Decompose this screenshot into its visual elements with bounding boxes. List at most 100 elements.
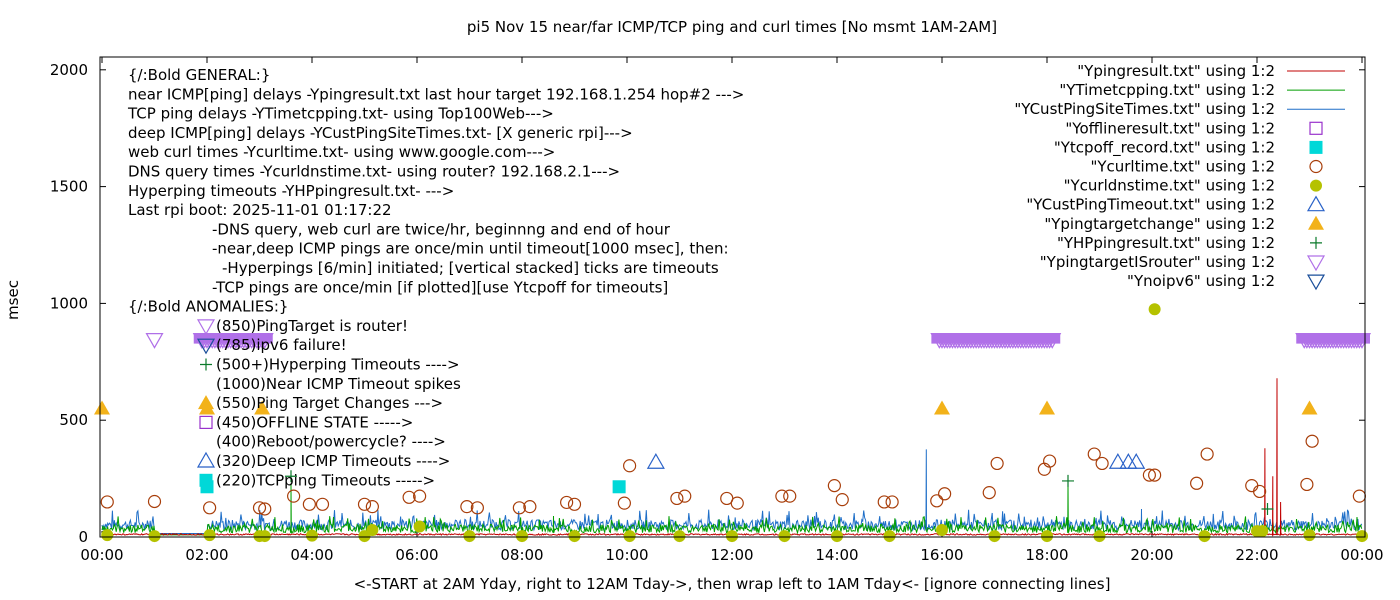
- y-tick-label: 1000: [50, 294, 88, 312]
- point-ycustpingtimeouttxt: [1108, 453, 1127, 469]
- point-ypingtargetchange: [1039, 400, 1055, 415]
- legend-label: "Ycurldnstime.txt" using 1:2: [1064, 177, 1275, 195]
- x-tick-label: 00:00: [80, 546, 123, 564]
- point-ypingtargetisrouter-band-fill: [193, 333, 273, 344]
- point-ycurldnstimetxt: [673, 530, 686, 543]
- point-ycurltimetxt: [315, 497, 330, 511]
- annotation-line: (500+)Hyperping Timeouts ---->: [216, 356, 460, 374]
- annotation-line: -near,deep ICMP pings are once/min until…: [212, 240, 729, 258]
- markers-layer: [94, 303, 1372, 543]
- point-ycurltimetxt: [252, 501, 267, 515]
- x-tick-label: 06:00: [395, 546, 438, 564]
- y-tick-label: 0: [78, 528, 88, 546]
- point-ycurltimetxt: [835, 493, 849, 507]
- annotation-line: DNS query times -Ycurldnstime.txt- using…: [128, 163, 620, 181]
- point-ycustpingtimeouttxt: [1119, 453, 1138, 469]
- x-tick-label: 14:00: [815, 546, 858, 564]
- point-ycurltimetxt: [1087, 447, 1101, 461]
- legend-label: "Yofflineresult.txt" using 1:2: [1065, 119, 1275, 137]
- y-axis-label: msec: [4, 280, 22, 320]
- point-ycurldnstimetxt: [1041, 530, 1053, 543]
- annotation-line: (400)Reboot/powercycle? ---->: [216, 433, 446, 451]
- legend-swatch: [1306, 255, 1326, 272]
- x-axis-label: <-START at 2AM Yday, right to 12AM Tday-…: [354, 575, 1111, 593]
- x-tick-label: 02:00: [185, 546, 228, 564]
- point-ycurldnstimetxt: [936, 523, 948, 536]
- point-ycurltimetxt: [1095, 456, 1109, 471]
- point-ycurltimetxt: [1352, 489, 1366, 503]
- point-ypingtargetchange: [1301, 400, 1318, 415]
- x-tick-label: 04:00: [290, 546, 333, 564]
- annotation-marker: [200, 358, 212, 371]
- point-ycurltimetxt: [258, 502, 272, 516]
- annotation-line: {/:Bold GENERAL:}: [128, 66, 270, 84]
- point-ycurltimetxt: [670, 491, 684, 506]
- legend-label: "Ypingtargetchange" using 1:2: [1044, 215, 1275, 233]
- point-ycurltimetxt: [930, 494, 944, 508]
- legend-label: "Ycurltime.txt" using 1:2: [1090, 158, 1275, 176]
- point-ytcpoffrecordtxt: [612, 480, 626, 494]
- point-ycurltimetxt: [100, 495, 114, 509]
- point-yhppingresulttxt: [285, 470, 297, 483]
- point-ycurltimetxt: [1148, 468, 1162, 482]
- annotation-line: Last rpi boot: 2025-11-01 01:17:22: [128, 201, 392, 219]
- annotation-line: -TCP pings are once/min [if plotted][use…: [212, 278, 668, 296]
- point-ycurltimetxt: [470, 501, 484, 515]
- x-tick-label: 12:00: [710, 546, 753, 564]
- annotation-line: (220)TCPping Timeouts ----->: [216, 471, 435, 489]
- x-tick-label: 10:00: [605, 546, 648, 564]
- point-ycurltimetxt: [567, 497, 582, 511]
- annotation-marker: [196, 319, 216, 336]
- annotation-marker: [196, 451, 216, 468]
- legend-label: "Ytcpoff_record.txt" using 1:2: [1054, 138, 1275, 157]
- point-ycurltimetxt: [990, 456, 1004, 471]
- legend-label: "YTimetcpping.txt" using 1:2: [1059, 81, 1275, 99]
- annotation-line: -DNS query, web curl are twice/hr, begin…: [212, 220, 671, 238]
- annotation-line: (785)ipv6 failure!: [216, 336, 347, 354]
- point-ycurldnstimetxt: [778, 530, 791, 543]
- y-tick-label: 500: [59, 411, 88, 429]
- annotation-line: Hyperping timeouts -YHPpingresult.txt- -…: [128, 182, 454, 200]
- point-ycurltimetxt: [1142, 468, 1156, 482]
- y-tick-label: 2000: [50, 61, 88, 79]
- annotation-line: (450)OFFLINE STATE ----->: [216, 413, 413, 431]
- legend-label: "YpingtargetISrouter" using 1:2: [1040, 253, 1275, 271]
- point-ycurltimetxt: [877, 495, 891, 509]
- point-ycurltimetxt: [938, 487, 952, 501]
- point-ycurltimetxt: [1245, 479, 1259, 493]
- legend-swatch: [1310, 179, 1322, 192]
- point-ycurldnstimetxt: [306, 529, 318, 542]
- point-ypingtargetisrouter-band-fill: [931, 333, 1061, 344]
- point-ycurldnstimetxt: [568, 530, 581, 543]
- y-tick-label: 1500: [50, 178, 88, 196]
- annotation-marker: [199, 473, 213, 487]
- annotation-line: {/:Bold ANOMALIES:}: [128, 298, 288, 316]
- point-ycurldnstimetxt: [463, 530, 476, 543]
- point-ycurldnstimetxt: [988, 530, 1001, 543]
- point-ycurltimetxt: [560, 495, 574, 510]
- point-ycurldnstimetxt: [1093, 530, 1106, 543]
- point-ypingtargetchange: [94, 400, 110, 415]
- point-ycurltimetxt: [827, 479, 841, 493]
- point-ycurltimetxt: [365, 500, 379, 514]
- point-ycurltimetxt: [287, 489, 301, 503]
- point-ycurldnstimetxt: [831, 530, 843, 543]
- point-ycurldnstimetxt: [366, 523, 379, 536]
- point-ycurltimetxt: [885, 495, 899, 509]
- annotation-line: TCP ping delays -YTimetcpping.txt- using…: [127, 105, 554, 123]
- series-timetcpping: [101, 480, 1363, 536]
- legend-swatch: [1309, 140, 1323, 154]
- annotation-line: deep ICMP[ping] delays -YCustPingSiteTim…: [128, 124, 633, 142]
- point-ycurltimetxt: [1305, 434, 1319, 448]
- point-ycurldnstimetxt: [623, 530, 636, 543]
- point-ycurltimetxt: [1253, 484, 1267, 499]
- point-ycurltimetxt: [1043, 454, 1057, 468]
- point-ycurltimetxt: [678, 489, 692, 503]
- annotation-markers: [196, 319, 216, 487]
- point-ycurltimetxt: [402, 490, 416, 504]
- point-ycurltimetxt: [775, 489, 789, 503]
- point-ycurltimetxt: [512, 501, 526, 515]
- legend-label: "Ynoipv6" using 1:2: [1127, 272, 1275, 290]
- legend-swatch: [1309, 159, 1323, 174]
